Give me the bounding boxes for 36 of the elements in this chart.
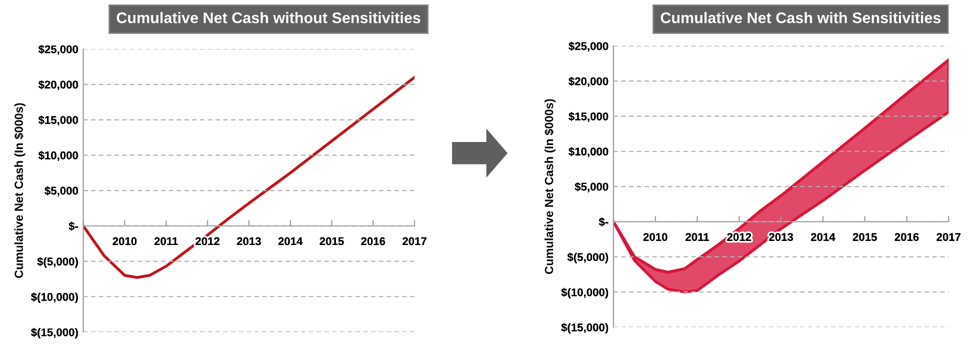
y-tick-label: $(5,000) <box>37 257 78 268</box>
x-tick-label: 2013 <box>236 237 261 246</box>
y-tick-label: $25,000 <box>568 42 608 52</box>
x-tick-label: 2017 <box>402 237 426 246</box>
y-tick-label: $15,000 <box>38 116 78 126</box>
x-tick-label: 2010 <box>643 233 668 241</box>
y-tick-label: $(10,000) <box>31 292 78 304</box>
x-tick-label: 2011 <box>154 237 178 246</box>
y-tick-label: $25,000 <box>38 44 78 55</box>
y-tick-label: $(5,000) <box>567 252 608 264</box>
y-tick-label: $20,000 <box>568 76 608 87</box>
x-tick-label: 2015 <box>320 237 344 246</box>
y-tick-label: $(10,000) <box>561 288 608 298</box>
y-tick-label: $(15,000) <box>561 322 608 334</box>
y-tick-label: $- <box>68 222 78 231</box>
x-tick-label: 2010 <box>112 237 137 246</box>
x-tick-label: 2016 <box>894 233 919 241</box>
x-tick-label: 2017 <box>936 233 961 241</box>
y-tick-label: $10,000 <box>568 147 608 158</box>
y-tick-label: $5,000 <box>574 182 608 192</box>
x-tick-label: 2012 <box>727 233 752 241</box>
chart-title: Cumulative Net Cash with Sensitivities <box>660 12 941 24</box>
y-tick-label: $(15,000) <box>31 328 78 338</box>
y-tick-label: $- <box>598 217 608 227</box>
y-axis-title: Cumulative Net Cash (In $000s) <box>544 99 556 274</box>
y-tick-label: $5,000 <box>44 186 78 196</box>
x-tick-label: 2016 <box>361 237 386 246</box>
y-tick-label: $20,000 <box>38 80 78 90</box>
x-tick-label: 2014 <box>278 237 303 246</box>
y-tick-label: $10,000 <box>38 150 78 161</box>
y-tick-label: $15,000 <box>568 112 608 122</box>
x-tick-label: 2014 <box>810 233 836 241</box>
x-tick-label: 2011 <box>686 233 710 241</box>
y-axis-title: Cumulative Net Cash (In $000s) <box>14 103 26 278</box>
x-tick-label: 2015 <box>852 233 877 241</box>
chart-title: Cumulative Net Cash without Sensitivities <box>116 12 420 24</box>
